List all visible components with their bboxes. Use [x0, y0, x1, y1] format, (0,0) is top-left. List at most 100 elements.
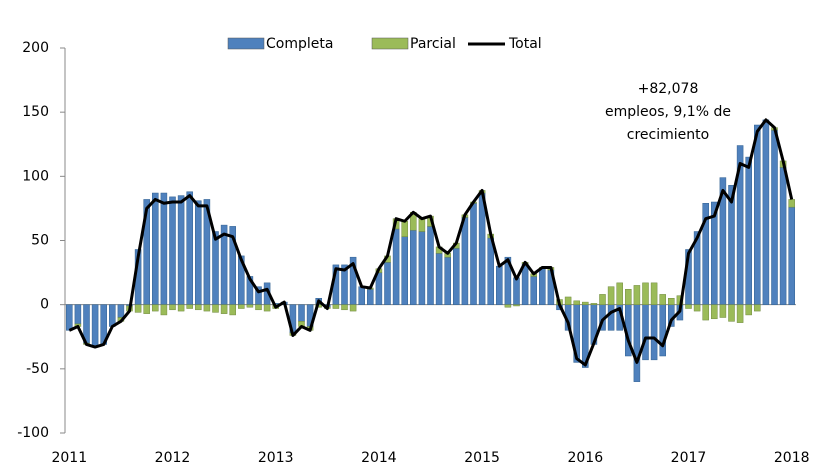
bar [521, 263, 529, 305]
bar [582, 301, 589, 305]
bar [478, 192, 486, 305]
bar [246, 304, 254, 308]
bar [418, 218, 426, 232]
y-tick-label: 0 [40, 297, 49, 313]
bar [74, 304, 82, 325]
y-tick-label: 200 [22, 40, 49, 56]
bar [109, 304, 116, 327]
bar [117, 304, 125, 318]
bar [711, 304, 718, 320]
bar [375, 272, 383, 305]
bar [203, 304, 211, 312]
bar [186, 304, 193, 309]
legend-label: Total [508, 36, 542, 52]
bar [427, 226, 434, 305]
x-tick-label: 2013 [258, 450, 294, 466]
bar [633, 304, 641, 382]
bar [332, 304, 340, 309]
bar [513, 304, 520, 307]
bar [195, 304, 202, 311]
bar [745, 156, 752, 305]
bar [607, 304, 615, 331]
bar [186, 191, 193, 305]
bar [255, 304, 262, 311]
x-tick-label: 2012 [155, 450, 191, 466]
bar [599, 294, 606, 305]
bar [229, 304, 236, 316]
x-tick-label: 2016 [567, 450, 603, 466]
legend-swatch [371, 37, 409, 50]
bar [668, 298, 675, 305]
bar [633, 285, 641, 305]
bar [590, 303, 598, 305]
bar [401, 236, 408, 305]
y-tick-label: -100 [17, 425, 49, 441]
bar [642, 304, 649, 361]
bar [642, 282, 649, 305]
bar [762, 119, 770, 305]
bar [496, 265, 503, 305]
bar [263, 304, 271, 312]
bar [212, 231, 219, 305]
x-tick-label: 2018 [774, 450, 810, 466]
bar [513, 277, 520, 305]
bar [66, 304, 73, 331]
bar [625, 289, 632, 305]
bar [754, 124, 761, 305]
bar [607, 286, 615, 305]
bar [384, 262, 391, 305]
x-tick-label: 2014 [361, 450, 397, 466]
total-line [68, 118, 794, 367]
bar [728, 304, 735, 322]
bar [650, 282, 658, 305]
bar [169, 196, 176, 305]
legend-label: Completa [266, 36, 333, 52]
annotation: +82,078 [638, 81, 699, 97]
legend-label: Parcial [410, 36, 456, 52]
bar [143, 304, 150, 314]
bar [461, 217, 469, 305]
bar [177, 304, 185, 312]
x-tick-label: 2015 [464, 450, 500, 466]
bar [659, 304, 666, 357]
bar [685, 304, 692, 309]
legend-swatch [227, 37, 265, 50]
bar [134, 304, 142, 313]
bar [401, 221, 408, 237]
y-tick-label: -50 [26, 361, 49, 377]
bar [771, 129, 778, 305]
bar [212, 304, 219, 313]
bar [487, 237, 494, 305]
bar [238, 304, 245, 309]
bar [693, 304, 701, 312]
bar [573, 300, 580, 305]
bar [745, 304, 752, 316]
y-tick-label: 100 [22, 168, 49, 184]
x-tick-label: 2011 [51, 450, 87, 466]
bar [470, 203, 477, 305]
bar [702, 304, 709, 321]
bar [736, 304, 744, 323]
annotation: crecimiento [627, 127, 709, 143]
bar [788, 206, 795, 305]
bar [298, 304, 305, 322]
bar [418, 231, 426, 305]
bar [220, 304, 228, 314]
bar [444, 256, 451, 305]
bar [788, 199, 795, 208]
bar [152, 192, 159, 305]
bar [659, 294, 666, 305]
bar [504, 304, 512, 308]
bar [616, 282, 623, 305]
bar [530, 276, 537, 305]
bar [539, 268, 546, 305]
bar [358, 286, 365, 305]
bar [177, 195, 185, 305]
y-tick-label: 50 [31, 233, 49, 249]
bar [754, 304, 761, 312]
bar [779, 167, 787, 305]
bar [392, 228, 400, 305]
bar [564, 296, 572, 305]
bar [152, 304, 159, 312]
